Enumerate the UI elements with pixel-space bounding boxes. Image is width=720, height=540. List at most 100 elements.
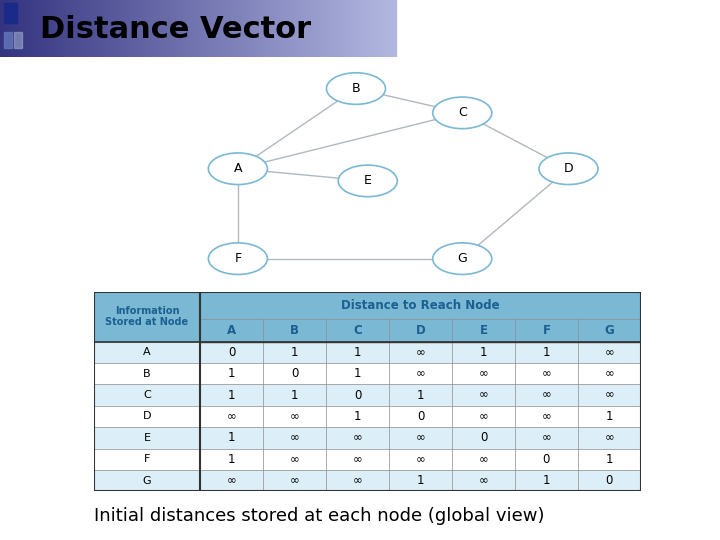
Text: 1: 1: [354, 410, 361, 423]
Bar: [44, 0, 45, 57]
Bar: [279, 0, 281, 57]
Bar: [313, 0, 315, 57]
Bar: [45, 0, 48, 57]
Bar: [93, 0, 95, 57]
Bar: [301, 0, 303, 57]
Bar: [361, 0, 362, 57]
Bar: [251, 0, 253, 57]
Bar: [172, 0, 174, 57]
Bar: [200, 427, 264, 449]
Text: ∞: ∞: [479, 389, 488, 402]
Bar: [161, 0, 163, 57]
Text: ∞: ∞: [479, 410, 488, 423]
Bar: [452, 342, 515, 363]
Bar: [200, 363, 264, 384]
Bar: [24, 0, 26, 57]
Bar: [380, 0, 382, 57]
Text: ∞: ∞: [415, 431, 426, 444]
Bar: [32, 0, 34, 57]
Bar: [129, 0, 131, 57]
Bar: [242, 0, 243, 57]
Bar: [335, 0, 336, 57]
Bar: [94, 363, 200, 384]
Bar: [287, 0, 289, 57]
Ellipse shape: [326, 73, 385, 104]
Bar: [20, 0, 22, 57]
Bar: [52, 0, 53, 57]
Bar: [218, 0, 220, 57]
Bar: [212, 0, 214, 57]
Text: 0: 0: [417, 410, 424, 423]
Bar: [389, 342, 452, 363]
Bar: [89, 0, 91, 57]
Bar: [155, 0, 156, 57]
Text: ∞: ∞: [541, 389, 552, 402]
Bar: [2, 0, 4, 57]
Bar: [348, 0, 351, 57]
Text: ∞: ∞: [290, 453, 300, 466]
Text: 0: 0: [228, 346, 235, 359]
Bar: [147, 0, 148, 57]
Text: B: B: [290, 323, 300, 336]
Bar: [515, 406, 578, 427]
Bar: [4, 0, 6, 57]
Text: 0: 0: [291, 367, 298, 380]
Bar: [326, 363, 389, 384]
Bar: [362, 0, 364, 57]
Text: E: E: [364, 174, 372, 187]
Bar: [77, 0, 79, 57]
Bar: [184, 0, 186, 57]
Bar: [578, 449, 641, 470]
Bar: [94, 384, 200, 406]
Bar: [235, 0, 238, 57]
Text: 1: 1: [354, 346, 361, 359]
Bar: [452, 449, 515, 470]
Bar: [148, 0, 150, 57]
Bar: [105, 0, 107, 57]
Bar: [137, 0, 138, 57]
Bar: [311, 0, 313, 57]
Bar: [264, 0, 265, 57]
Bar: [200, 319, 264, 342]
Bar: [291, 0, 293, 57]
Bar: [180, 0, 182, 57]
Bar: [111, 0, 113, 57]
Bar: [258, 0, 259, 57]
Bar: [333, 0, 335, 57]
Bar: [26, 0, 28, 57]
Bar: [378, 0, 380, 57]
Bar: [389, 427, 452, 449]
Bar: [206, 0, 208, 57]
Bar: [200, 470, 264, 491]
Bar: [389, 449, 452, 470]
Bar: [326, 449, 389, 470]
Bar: [382, 0, 384, 57]
Bar: [200, 384, 264, 406]
Bar: [176, 0, 179, 57]
Bar: [216, 0, 218, 57]
Bar: [10, 0, 12, 57]
Bar: [208, 0, 210, 57]
Bar: [578, 427, 641, 449]
Bar: [94, 292, 200, 342]
Text: G: G: [143, 476, 151, 485]
Text: A: A: [233, 162, 242, 176]
Bar: [267, 0, 269, 57]
Text: D: D: [415, 323, 426, 336]
Bar: [188, 0, 190, 57]
Bar: [243, 0, 246, 57]
Bar: [269, 0, 271, 57]
Bar: [261, 0, 264, 57]
Bar: [132, 0, 135, 57]
Bar: [233, 0, 235, 57]
Bar: [190, 0, 192, 57]
Bar: [30, 0, 32, 57]
Bar: [326, 406, 389, 427]
Text: G: G: [457, 252, 467, 265]
Bar: [220, 0, 222, 57]
Bar: [14, 32, 22, 48]
Bar: [346, 0, 348, 57]
Bar: [200, 0, 202, 57]
Bar: [69, 0, 71, 57]
Bar: [103, 0, 105, 57]
